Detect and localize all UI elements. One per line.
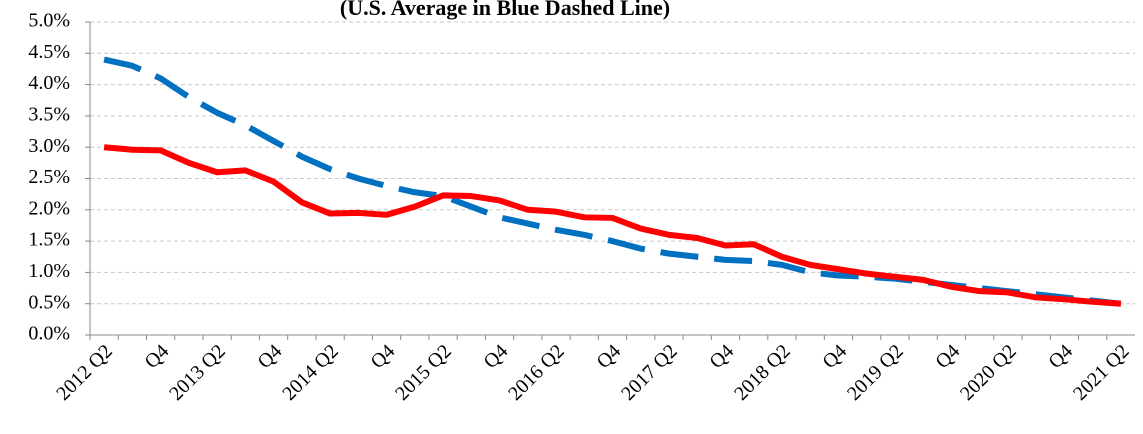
- x-tick-label: Q4: [705, 340, 738, 373]
- x-tick-label: 2014 Q2: [278, 340, 343, 405]
- x-tick-label: 2019 Q2: [843, 340, 908, 405]
- x-tick-label: 2020 Q2: [956, 340, 1021, 405]
- y-tick-label: 2.5%: [28, 166, 70, 188]
- x-tick-label: Q4: [1044, 340, 1077, 373]
- x-tick-label: 2018 Q2: [730, 340, 795, 405]
- y-tick-label: 4.5%: [28, 41, 70, 63]
- x-tick-label: 2012 Q2: [52, 340, 117, 405]
- y-tick-label: 3.0%: [28, 135, 70, 157]
- y-tick-label: 1.0%: [28, 260, 70, 282]
- series-line: [103, 144, 1122, 307]
- x-tick-label: Q4: [366, 340, 399, 373]
- y-tick-label: 2.0%: [28, 197, 70, 219]
- y-tick-label: 0.5%: [28, 291, 70, 313]
- y-tick-label: 3.5%: [28, 103, 70, 125]
- x-tick-label: Q4: [479, 340, 512, 373]
- x-tick-label: Q4: [254, 340, 287, 373]
- x-tick-label: 2017 Q2: [617, 340, 682, 405]
- x-tick-label: Q4: [818, 340, 851, 373]
- y-tick-label: 1.5%: [28, 229, 70, 251]
- x-tick-label: Q4: [931, 340, 964, 373]
- x-tick-label: 2021 Q2: [1069, 340, 1134, 405]
- y-tick-label: 0.0%: [28, 323, 70, 345]
- y-tick-label: 5.0%: [28, 10, 70, 32]
- x-tick-label: 2016 Q2: [504, 340, 569, 405]
- series-line: [103, 56, 1122, 307]
- chart-subtitle: (U.S. Average in Blue Dashed Line): [340, 0, 670, 20]
- x-tick-label: 2013 Q2: [165, 340, 230, 405]
- x-tick-label: 2015 Q2: [391, 340, 456, 405]
- x-tick-label: Q4: [141, 340, 174, 373]
- x-tick-label: Q4: [592, 340, 625, 373]
- y-tick-label: 4.0%: [28, 72, 70, 94]
